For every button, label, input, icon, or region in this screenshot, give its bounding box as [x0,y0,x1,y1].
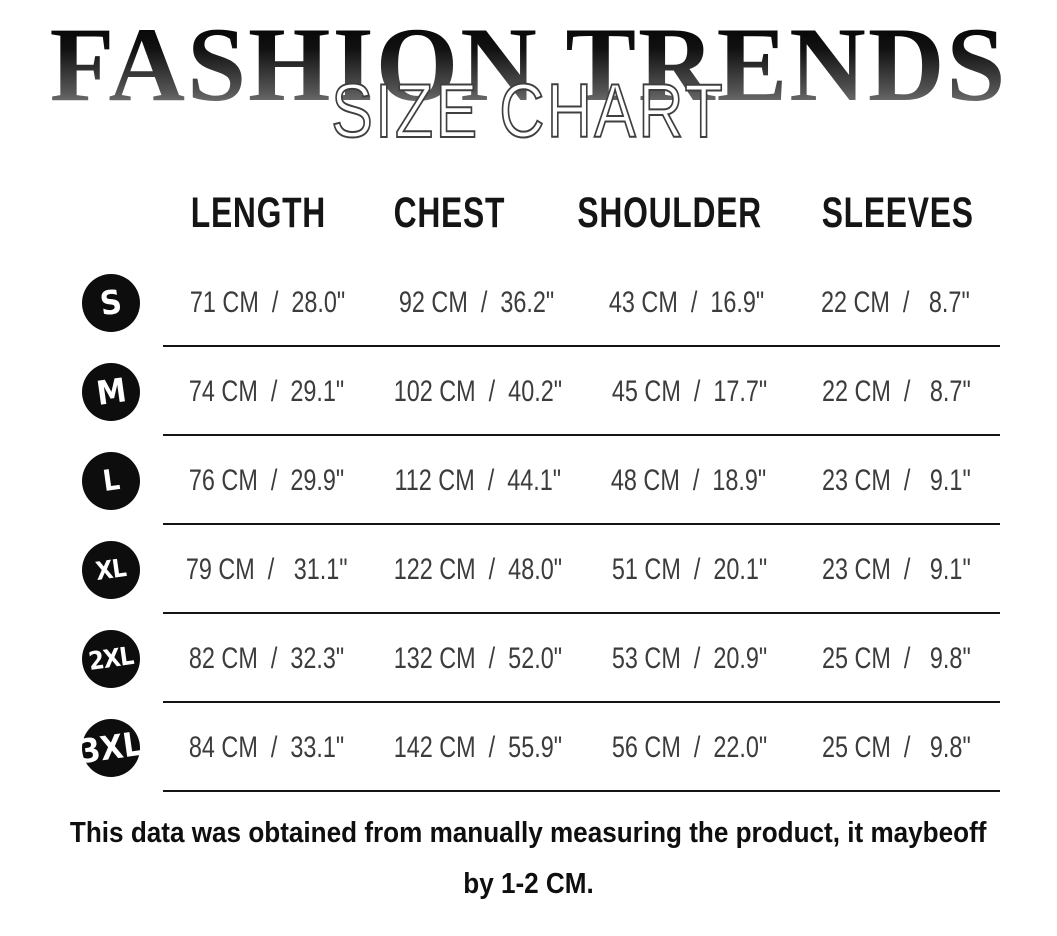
badge-cell: S [82,273,163,332]
table-row-xl: XL 79 CM / 31.1" 122 CM / 48.0" 51 CM / … [82,525,1000,614]
badge-cell: L [82,451,163,510]
size-badge-2xl: 2XL [82,629,140,688]
table-row-3xl: 3XL 84 CM / 33.1" 142 CM / 55.9" 56 CM /… [77,703,1000,792]
size-badge-m: M [82,362,140,421]
column-header-sleeves: SLEEVES [821,188,974,237]
size-table: LENGTH CHEST SHOULDER SLEEVES S 71 CM / … [77,168,1000,792]
cell-chest: 122 CM / 48.0" [394,552,563,586]
size-badge-s: S [82,273,140,332]
cell-chest: 102 CM / 40.2" [393,374,563,408]
table-row-s: S 71 CM / 28.0" 92 CM / 36.2" 43 CM / 16… [82,258,1000,347]
cell-sleeves: 22 CM / 8.7" [820,285,970,319]
cell-shoulder: 51 CM / 20.1" [611,552,768,586]
cell-chest: 132 CM / 52.0" [393,641,563,675]
cell-shoulder: 56 CM / 22.0" [611,730,768,764]
cell-chest: 92 CM / 36.2" [399,285,555,319]
cell-chest: 112 CM / 44.1" [394,463,561,497]
table-row-2xl: 2XL 82 CM / 32.3" 132 CM / 52.0" 53 CM /… [82,614,1000,703]
cell-length: 79 CM / 31.1" [185,552,348,586]
badge-cell: 2XL [82,629,163,688]
table-row-l: L 76 CM / 29.9" 112 CM / 44.1" 48 CM / 1… [82,436,1000,525]
size-chart-subtitle: SIZE CHART [0,69,1057,154]
badge-cell: 3XL [77,718,163,777]
size-badge-xl: XL [82,540,140,599]
measurement-disclaimer: This data was obtained from manually mea… [0,810,1057,912]
cell-shoulder: 48 CM / 18.9" [610,463,766,497]
cell-sleeves: 25 CM / 9.8" [822,641,971,675]
table-row-m: M 74 CM / 29.1" 102 CM / 40.2" 45 CM / 1… [82,347,1000,436]
cell-length: 84 CM / 33.1" [188,730,345,764]
column-header-chest: CHEST [393,188,506,237]
cell-length: 74 CM / 29.1" [188,374,345,408]
size-badge-3xl: 3XL [77,718,145,777]
brand-title: FASHION TRENDS [0,12,1057,118]
cell-chest: 142 CM / 55.9" [393,730,563,764]
badge-cell: XL [82,540,163,599]
cell-length: 82 CM / 32.3" [188,641,345,675]
cell-shoulder: 43 CM / 16.9" [608,285,764,319]
column-header-length: LENGTH [190,188,327,237]
cell-shoulder: 53 CM / 20.9" [611,641,768,675]
cell-length: 76 CM / 29.9" [189,463,345,497]
disclaimer-line-1: This data was obtained from manually mea… [70,817,987,849]
column-header-shoulder: SHOULDER [577,188,763,237]
hero-header: FASHION TRENDS SIZE CHART [0,0,1057,168]
size-chart-subtitle-text: SIZE CHART [331,69,726,154]
cell-sleeves: 23 CM / 9.1" [821,463,971,497]
cell-length: 71 CM / 28.0" [189,285,346,319]
badge-cell: M [82,362,163,421]
cell-sleeves: 22 CM / 8.7" [822,374,971,408]
cell-sleeves: 25 CM / 9.8" [822,730,971,764]
cell-sleeves: 23 CM / 9.1" [822,552,971,586]
size-badge-l: L [82,451,140,510]
cell-shoulder: 45 CM / 17.7" [611,374,768,408]
table-header-row: LENGTH CHEST SHOULDER SLEEVES [82,168,1000,258]
disclaimer-line-2: by 1-2 CM. [463,868,594,900]
